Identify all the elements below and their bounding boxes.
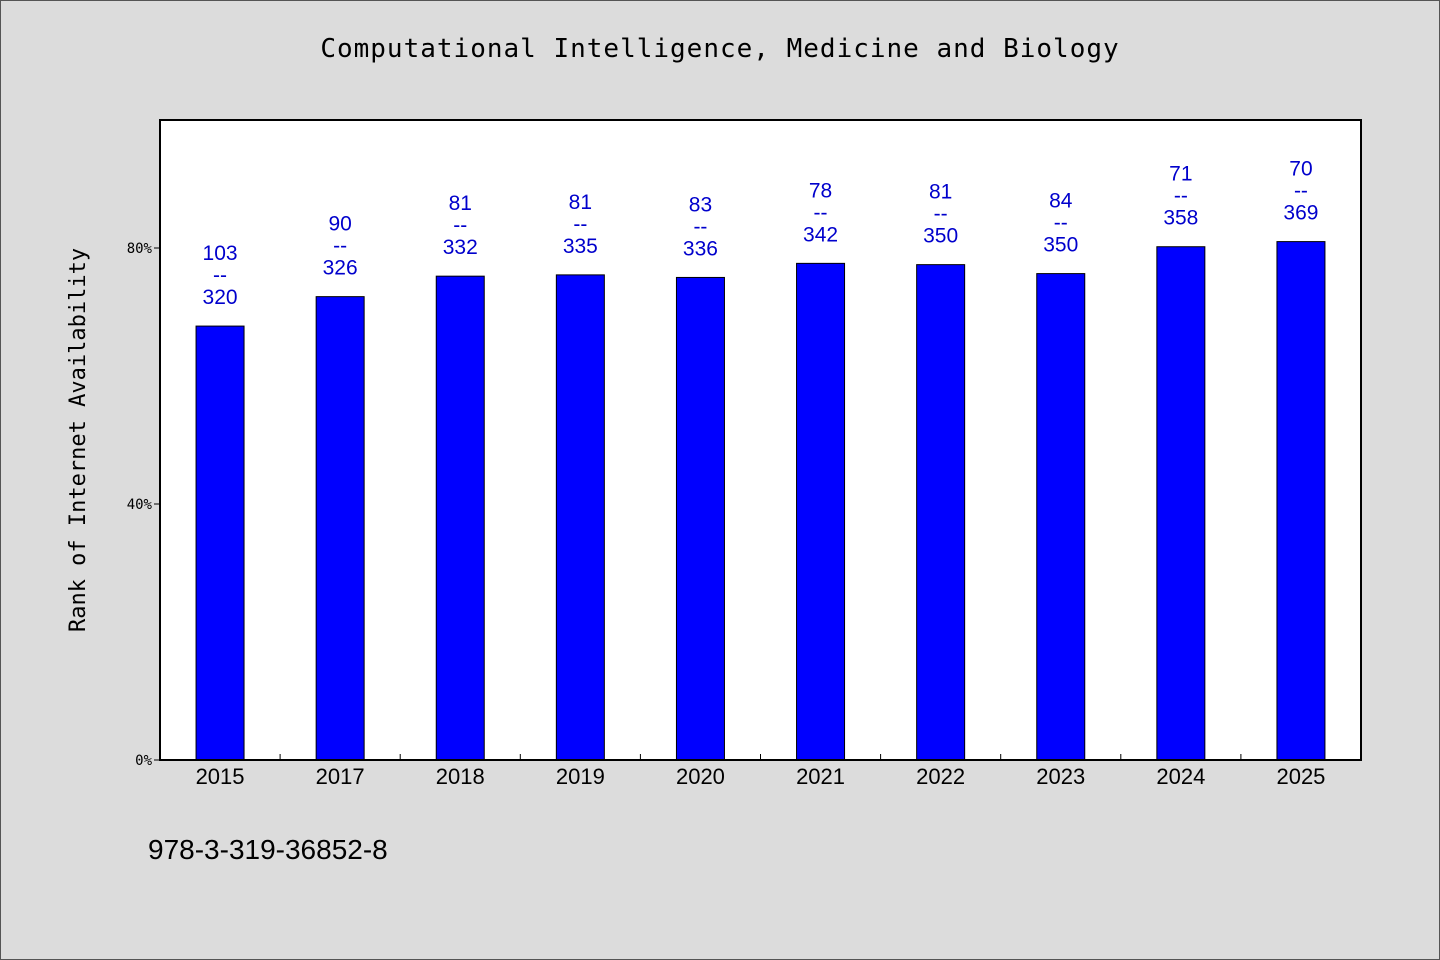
data-label-top-2021: 78	[809, 179, 832, 202]
data-label-bottom-2024: 358	[1163, 207, 1198, 230]
bar-2020	[675, 276, 725, 761]
isbn-label: 978-3-319-36852-8	[148, 834, 388, 865]
data-label-top-2015: 103	[203, 242, 238, 265]
data-label-bottom-2021: 342	[803, 223, 838, 246]
data-label-bottom-2020: 336	[683, 237, 718, 260]
data-label-sep-2025: --	[1294, 180, 1308, 203]
data-label-top-2023: 84	[1049, 190, 1073, 213]
y-tick-label-80: 80%	[127, 241, 153, 257]
data-label-top-2018: 81	[449, 192, 472, 215]
data-label-bottom-2025: 369	[1283, 202, 1318, 225]
data-label-bottom-2019: 335	[563, 235, 598, 258]
data-label-bottom-2023: 350	[1043, 234, 1078, 257]
data-label-sep-2023: --	[1054, 212, 1068, 235]
x-tick-label-2024: 2024	[1156, 764, 1205, 789]
bar-2023	[1036, 273, 1086, 761]
bar-2022	[916, 264, 966, 761]
bar-2017	[315, 296, 365, 761]
x-tick-label-2020: 2020	[676, 764, 725, 789]
data-label-bottom-2022: 350	[923, 225, 958, 248]
bar-2024	[1156, 246, 1206, 761]
x-tick-label-2015: 2015	[196, 764, 245, 789]
data-label-top-2017: 90	[328, 213, 351, 236]
data-label-sep-2021: --	[814, 201, 828, 224]
x-tick-label-2022: 2022	[916, 764, 965, 789]
x-tick-label-2017: 2017	[316, 764, 365, 789]
data-label-bottom-2015: 320	[203, 286, 238, 309]
data-label-top-2025: 70	[1289, 158, 1312, 181]
data-label-sep-2015: --	[213, 264, 227, 287]
bar-2025	[1276, 241, 1326, 761]
data-label-sep-2017: --	[333, 235, 347, 258]
data-label-sep-2024: --	[1174, 185, 1188, 208]
data-label-bottom-2018: 332	[443, 236, 478, 259]
bar-2021	[796, 262, 846, 761]
data-label-top-2024: 71	[1169, 163, 1192, 186]
bar-2015	[195, 325, 245, 761]
data-label-sep-2020: --	[693, 215, 707, 238]
chart-title: Computational Intelligence, Medicine and…	[320, 34, 1120, 64]
x-tick-label-2018: 2018	[436, 764, 485, 789]
data-label-top-2022: 81	[929, 181, 952, 204]
data-label-sep-2018: --	[453, 214, 467, 237]
bar-2019	[555, 274, 605, 761]
y-axis-label: Rank of Internet Availability	[66, 248, 91, 632]
y-tick-label-40: 40%	[127, 497, 153, 513]
x-tick-label-2023: 2023	[1036, 764, 1085, 789]
x-tick-label-2021: 2021	[796, 764, 845, 789]
data-label-top-2020: 83	[689, 193, 712, 216]
data-label-top-2019: 81	[569, 191, 592, 214]
y-tick-label-0: 0%	[135, 753, 152, 769]
x-tick-label-2025: 2025	[1276, 764, 1325, 789]
data-label-sep-2019: --	[573, 213, 587, 236]
bar-2018	[435, 275, 485, 761]
x-tick-label-2019: 2019	[556, 764, 605, 789]
data-label-bottom-2017: 326	[323, 257, 358, 280]
data-label-sep-2022: --	[934, 203, 948, 226]
